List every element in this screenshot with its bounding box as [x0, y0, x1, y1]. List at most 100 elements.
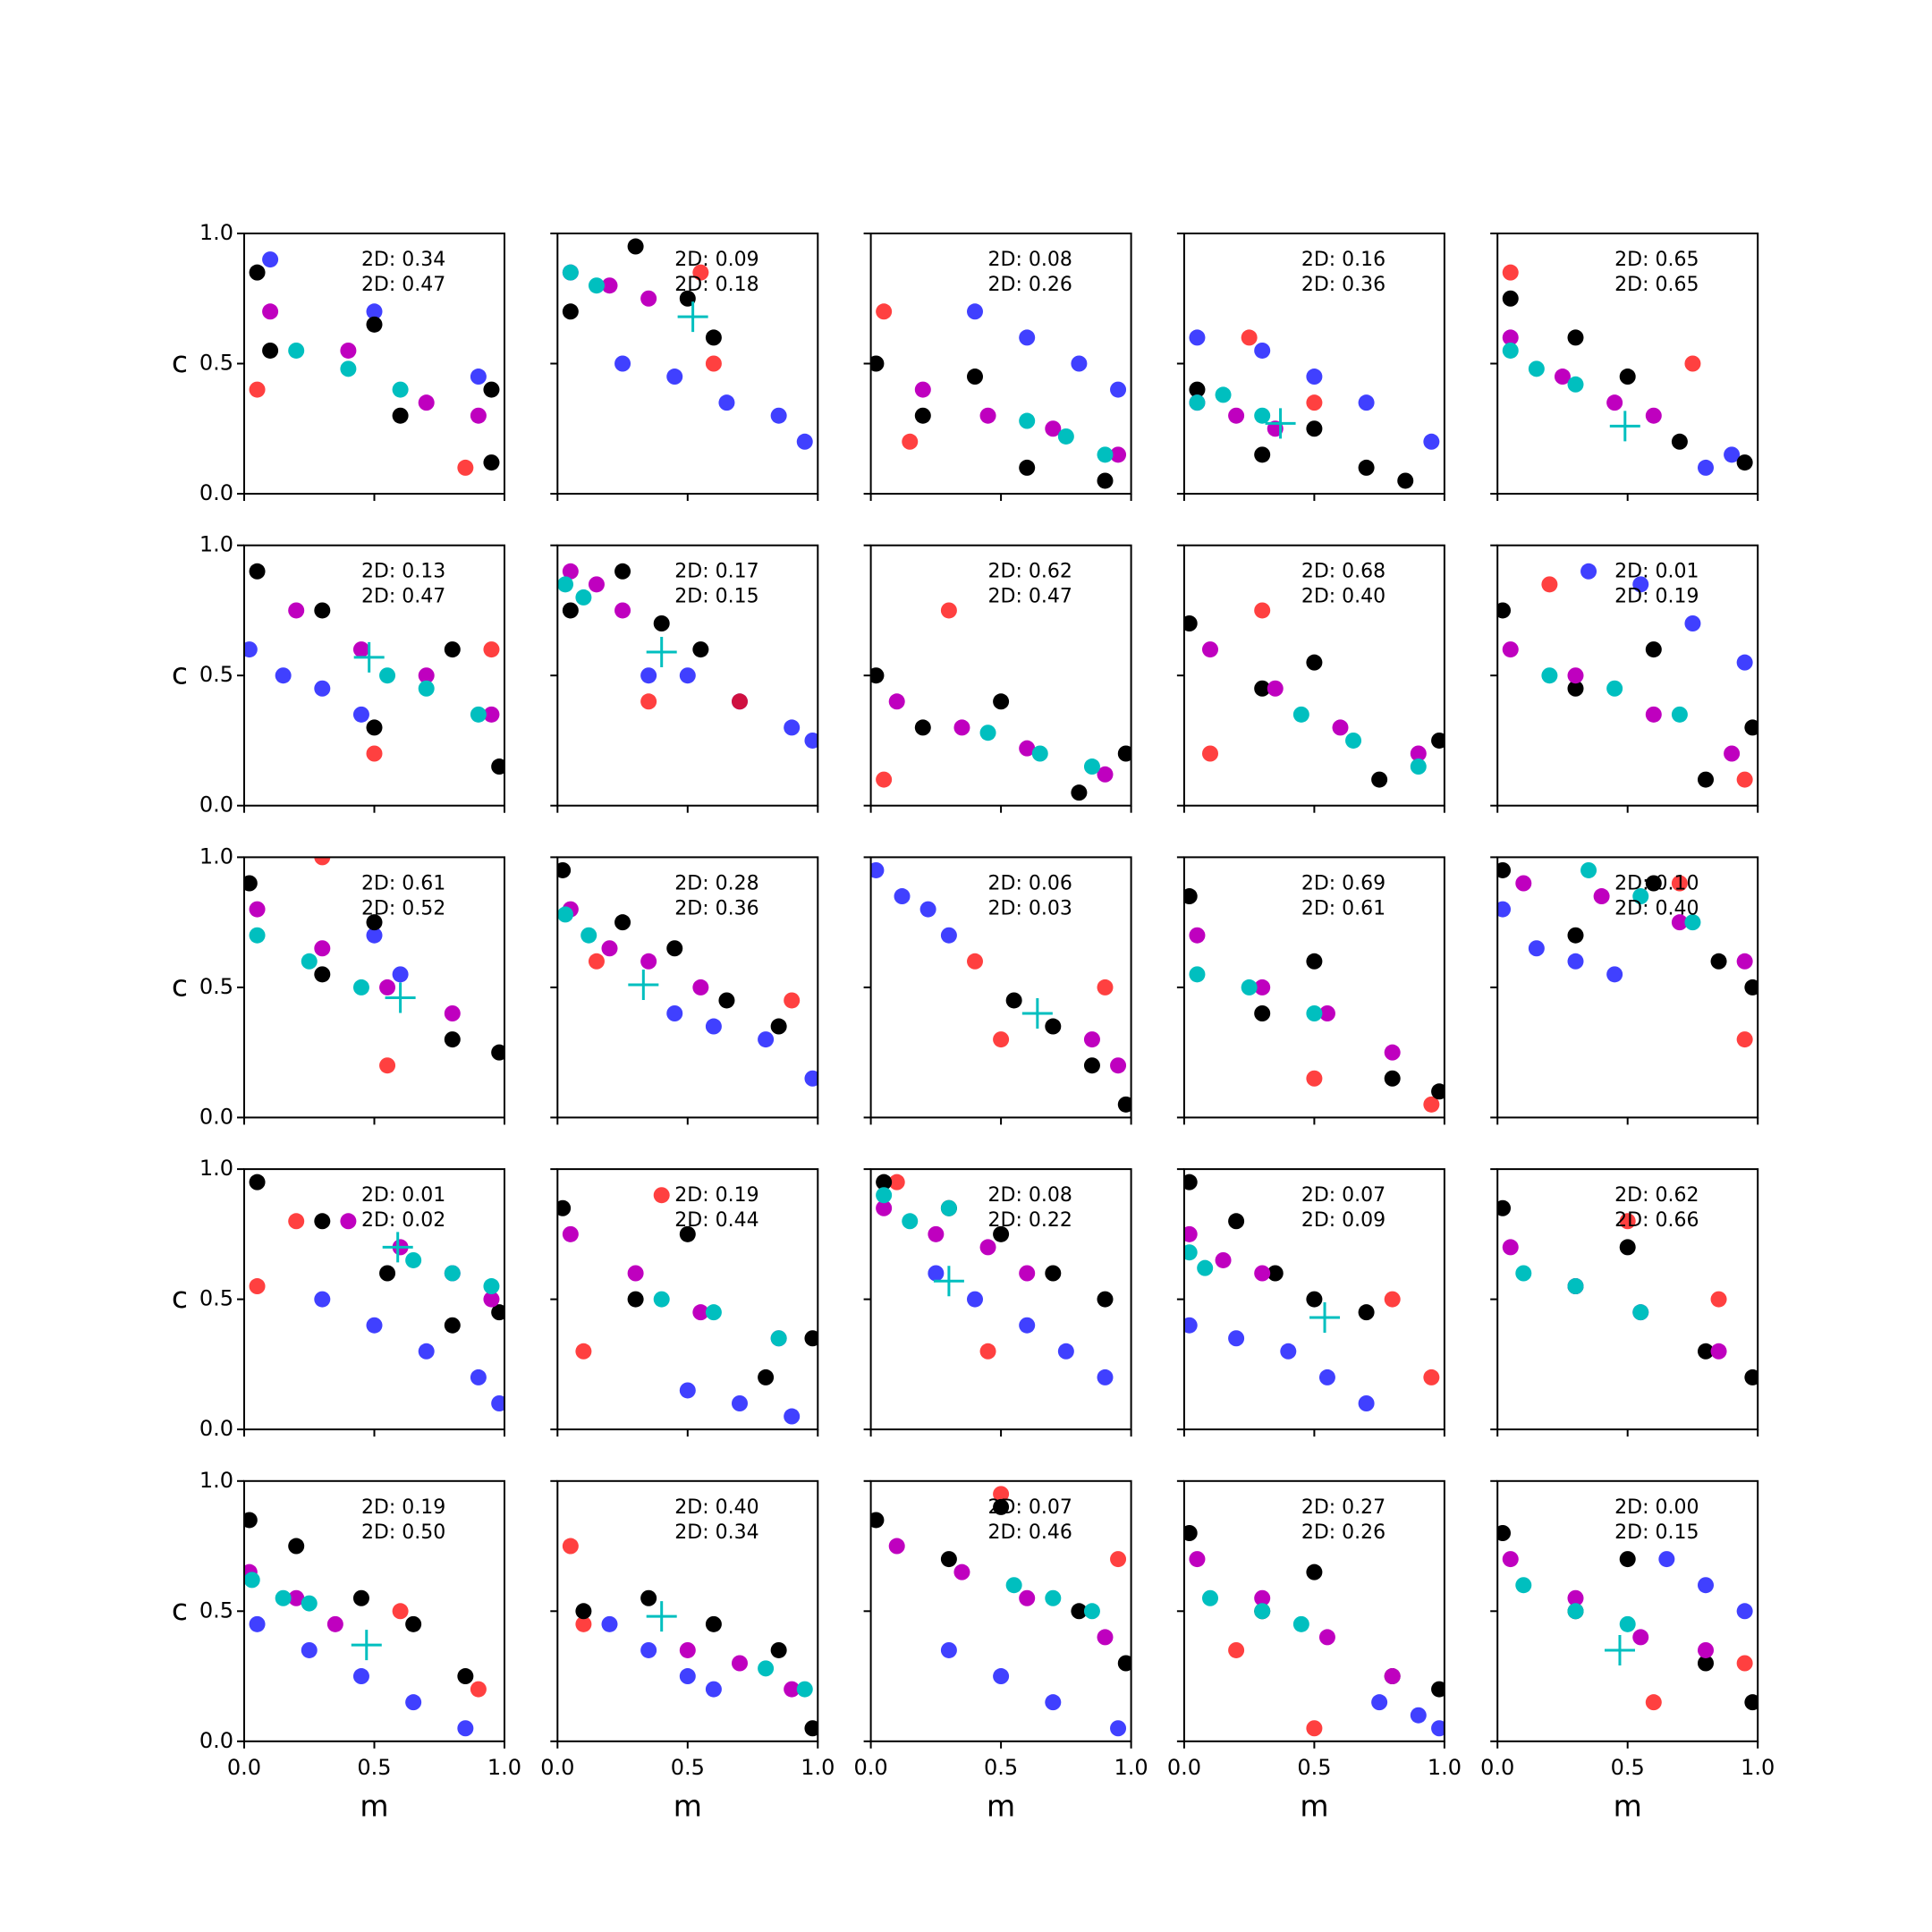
- scatter-point: [1698, 1343, 1714, 1360]
- scatter-point: [1057, 1343, 1074, 1360]
- scatter-point: [876, 1199, 893, 1216]
- annotation: 2D: 0.28: [674, 872, 758, 894]
- scatter-point: [1306, 420, 1323, 437]
- scatter-point: [1019, 329, 1036, 346]
- annotation: 2D: 0.62: [988, 561, 1072, 583]
- scatter-point: [1183, 1174, 1198, 1191]
- scatter-point: [457, 1720, 474, 1737]
- scatter-point: [1254, 979, 1271, 996]
- scatter-point: [953, 1563, 970, 1580]
- annotation: 2D: 0.34: [361, 249, 445, 271]
- scatter-point: [392, 407, 409, 424]
- plot-area: [1497, 1525, 1758, 1711]
- annotation: 2D: 0.07: [988, 1496, 1072, 1519]
- scatter-point: [483, 1278, 500, 1295]
- annotation: 2D: 0.69: [1301, 872, 1385, 894]
- x-tick-label: 0.0: [854, 1755, 888, 1780]
- scatter-point: [919, 901, 936, 918]
- scatter-point: [940, 1551, 957, 1568]
- x-tick-label: 0.0: [1167, 1755, 1201, 1780]
- annotation: 2D: 0.15: [674, 586, 758, 608]
- scatter-point: [888, 1174, 905, 1191]
- axes-frame: [1182, 1479, 1445, 1742]
- scatter-point: [1019, 740, 1036, 757]
- scatter-point: [653, 615, 670, 631]
- scatter-point: [679, 667, 696, 684]
- y-tick-label: 0.0: [199, 792, 233, 818]
- annotation: 2D: 0.15: [1614, 1521, 1699, 1544]
- scatter-point: [244, 641, 258, 658]
- scatter-point: [1254, 1265, 1271, 1282]
- scatter-point: [483, 706, 500, 723]
- annotation: 2D: 0.40: [674, 1496, 758, 1519]
- scatter-point: [470, 1368, 487, 1385]
- scatter-point: [1567, 927, 1584, 944]
- scatter-point: [1183, 1525, 1198, 1541]
- scatter-point: [640, 953, 657, 970]
- scatter-point: [870, 355, 885, 372]
- scatter-point: [457, 459, 474, 476]
- scatter-point: [1019, 1317, 1036, 1334]
- panel: 2D: 0.06 2D: 0.03: [863, 856, 1132, 1125]
- scatter-point: [314, 966, 331, 983]
- scatter-point: [1645, 407, 1662, 424]
- scatter-point: [1241, 329, 1258, 346]
- scatter-point: [1019, 1265, 1036, 1282]
- scatter-point: [1632, 1629, 1649, 1646]
- scatter-point: [705, 1018, 722, 1035]
- scatter-point: [876, 1174, 893, 1191]
- scatter-point: [1684, 355, 1701, 372]
- plot-area: [870, 861, 1131, 1113]
- scatter-point: [249, 901, 266, 918]
- scatter-point: [1632, 576, 1649, 593]
- scatter-point: [601, 940, 618, 957]
- scatter-point: [679, 1225, 696, 1242]
- scatter-point: [1502, 290, 1519, 307]
- scatter-point: [1671, 875, 1688, 892]
- scatter-point: [640, 667, 657, 684]
- scatter-point: [804, 1720, 818, 1737]
- scatter-point: [301, 1641, 318, 1658]
- annotation: 2D: 0.17: [674, 561, 758, 583]
- scatter-point: [405, 1251, 422, 1268]
- scatter-point: [288, 342, 305, 359]
- x-tick-label: 1.0: [801, 1755, 835, 1780]
- plot-area: [249, 251, 500, 476]
- y-tick-label: 0.0: [199, 1416, 233, 1441]
- scatter-point: [979, 1239, 996, 1256]
- scatter-point: [1019, 412, 1036, 429]
- scatter-point: [444, 641, 461, 658]
- axes-frame: [243, 1168, 505, 1431]
- scatter-point: [1736, 1031, 1753, 1048]
- scatter-point: [557, 861, 572, 878]
- scatter-point: [301, 953, 318, 970]
- axes-frame: [1496, 544, 1759, 807]
- scatter-point: [1410, 745, 1427, 762]
- scatter-point: [444, 1317, 461, 1334]
- x-axis-label: m: [360, 1788, 388, 1823]
- plot-area: [562, 1538, 818, 1737]
- scatter-point: [732, 1655, 748, 1672]
- panel: 2D: 0.17 2D: 0.15: [550, 544, 819, 813]
- scatter-point: [275, 667, 292, 684]
- scatter-point: [1632, 1304, 1649, 1321]
- scatter-point: [1528, 940, 1545, 957]
- scatter-point: [979, 1343, 996, 1360]
- scatter-point: [1423, 433, 1440, 450]
- annotation: 2D: 0.01: [361, 1184, 445, 1207]
- annotation: 2D: 0.46: [988, 1521, 1072, 1544]
- scatter-point: [588, 953, 605, 970]
- scatter-point: [993, 1031, 1010, 1048]
- scatter-point: [288, 1538, 305, 1555]
- scatter-point: [352, 1589, 369, 1606]
- scatter-point: [1502, 1551, 1519, 1568]
- annotation: 2D: 0.52: [361, 897, 445, 919]
- plot-area: [557, 563, 818, 749]
- scatter-point: [575, 1615, 592, 1632]
- scatter-point: [340, 342, 357, 359]
- scatter-point: [1423, 1096, 1440, 1113]
- scatter-point: [340, 360, 357, 377]
- scatter-point: [1045, 1265, 1062, 1282]
